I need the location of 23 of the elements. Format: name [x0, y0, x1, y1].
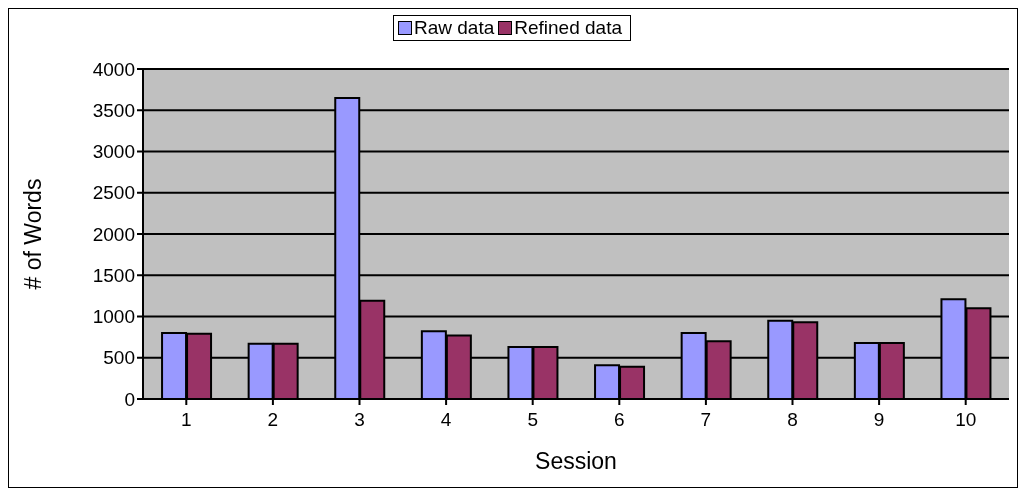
y-tick-label: 500 [103, 347, 135, 369]
y-tick-label: 3500 [92, 100, 135, 121]
y-tick-label: 2000 [92, 223, 135, 245]
y-tick-label: 4000 [92, 58, 135, 80]
y-tick-label: 1500 [92, 264, 135, 286]
x-tick-label: 8 [787, 409, 798, 431]
y-axis-title: # of Words [20, 178, 47, 290]
x-tick-label: 1 [181, 409, 192, 431]
y-tick-label: 0 [124, 388, 135, 410]
x-tick-label: 7 [700, 409, 712, 431]
y-tick-label: 2500 [92, 182, 135, 204]
y-tick-label: 3000 [92, 141, 135, 163]
y-tick-label: 1000 [92, 306, 135, 328]
x-tick-label: 3 [354, 409, 365, 431]
x-tick-label: 10 [955, 409, 977, 431]
x-tick-label: 9 [873, 409, 885, 431]
x-tick-label: 2 [267, 409, 279, 431]
x-tick-label: 4 [440, 409, 452, 431]
x-axis-title: Session [535, 448, 617, 474]
x-tick-label: 5 [527, 409, 538, 431]
legend-label: Raw data [413, 17, 495, 39]
x-tick-label: 6 [614, 409, 625, 431]
legend-label: Refined data [513, 17, 623, 39]
